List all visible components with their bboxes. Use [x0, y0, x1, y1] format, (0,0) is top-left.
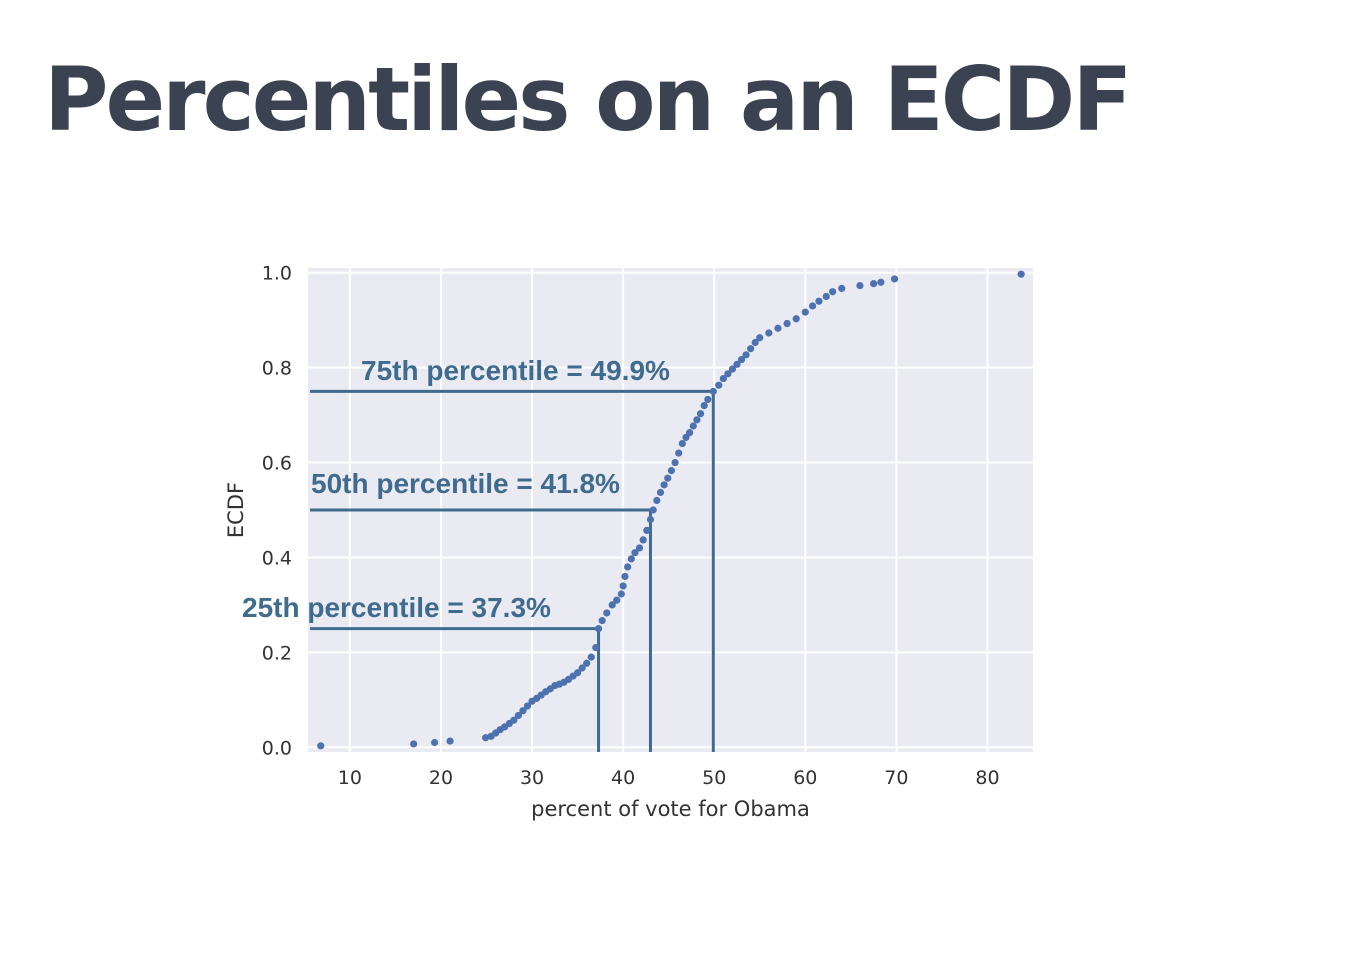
data-point [756, 334, 764, 342]
x-tick-label: 80 [975, 767, 999, 789]
data-point [649, 506, 657, 514]
data-point [482, 734, 490, 742]
data-point [643, 526, 651, 535]
data-point [792, 315, 800, 323]
data-point [724, 370, 732, 378]
percentile-label: 75th percentile = 49.9% [361, 355, 670, 386]
percentile-annotations: 25th percentile = 37.3% 50th percentile =… [242, 355, 670, 623]
data-point [592, 644, 600, 652]
data-point [890, 275, 899, 283]
data-point [815, 297, 823, 305]
data-point [594, 625, 603, 633]
data-point [587, 653, 595, 661]
data-point [667, 467, 676, 475]
x-tick-labels: 10 20 30 40 50 60 70 80 [338, 767, 1000, 789]
data-point [704, 395, 712, 404]
data-point [719, 374, 727, 383]
data-point [621, 572, 629, 581]
data-point [693, 416, 701, 424]
data-point [578, 664, 586, 672]
data-point [613, 596, 621, 604]
data-point [639, 536, 647, 544]
data-point [523, 702, 532, 710]
y-tick-label: 1.0 [262, 263, 292, 285]
data-point [829, 288, 837, 296]
data-point [627, 555, 635, 563]
percentile-label: 25th percentile = 37.3% [242, 592, 551, 623]
y-tick-label: 0.2 [262, 642, 292, 664]
x-axis-label: percent of vote for Obama [531, 797, 810, 821]
data-point [696, 410, 705, 418]
data-point [446, 737, 454, 745]
grid-lines [308, 268, 1033, 752]
data-point [877, 278, 885, 286]
slide-title: Percentiles on an ECDF [44, 48, 1132, 151]
y-tick-label: 0.0 [262, 737, 292, 759]
data-point [686, 429, 694, 437]
data-point [608, 601, 616, 609]
data-point [660, 481, 668, 489]
y-tick-label: 0.8 [262, 358, 292, 380]
data-point [678, 439, 686, 448]
data-point [747, 345, 755, 353]
data-point [808, 302, 817, 310]
data-point [822, 292, 830, 301]
x-tick-label: 60 [793, 767, 817, 789]
y-axis-label: ECDF [224, 482, 248, 538]
data-point [838, 284, 846, 293]
x-tick-label: 10 [338, 767, 362, 789]
data-point [624, 563, 632, 571]
data-point [410, 740, 418, 748]
data-point [765, 329, 773, 337]
data-point [514, 711, 522, 720]
data-points [317, 270, 1025, 750]
y-tick-label: 0.4 [262, 547, 292, 569]
data-point [856, 281, 864, 290]
data-point [801, 308, 809, 316]
data-point [656, 488, 665, 497]
data-point [671, 458, 679, 467]
data-point [635, 544, 644, 552]
data-point [653, 496, 661, 505]
data-point [510, 716, 518, 724]
data-point [617, 590, 625, 598]
data-point [619, 582, 627, 590]
data-point [870, 280, 878, 288]
x-tick-label: 30 [520, 767, 544, 789]
data-point [709, 387, 717, 395]
data-point [733, 360, 741, 368]
data-point [783, 319, 791, 328]
data-point [742, 351, 750, 359]
data-point [1017, 270, 1025, 278]
data-point [583, 659, 591, 667]
data-point [700, 402, 708, 410]
data-point [664, 474, 672, 482]
data-point [573, 669, 582, 677]
data-point [317, 742, 325, 750]
data-point [631, 549, 639, 557]
data-point [689, 422, 697, 430]
data-point [728, 365, 737, 373]
y-tick-label: 0.6 [262, 453, 292, 475]
data-point [603, 609, 611, 617]
x-tick-label: 50 [702, 767, 726, 789]
x-tick-label: 20 [429, 767, 453, 789]
data-point [646, 515, 655, 524]
data-point [519, 707, 527, 715]
data-point [431, 738, 439, 747]
data-point [751, 338, 759, 347]
data-point [737, 355, 746, 364]
data-point [675, 449, 683, 457]
data-point [598, 616, 606, 625]
x-tick-label: 40 [611, 767, 635, 789]
y-tick-labels: 0.0 0.2 0.4 0.6 0.8 1.0 [262, 263, 292, 760]
percentile-label: 50th percentile = 41.8% [311, 468, 620, 499]
data-point [715, 381, 723, 389]
x-tick-label: 70 [884, 767, 908, 789]
data-point [774, 324, 782, 332]
